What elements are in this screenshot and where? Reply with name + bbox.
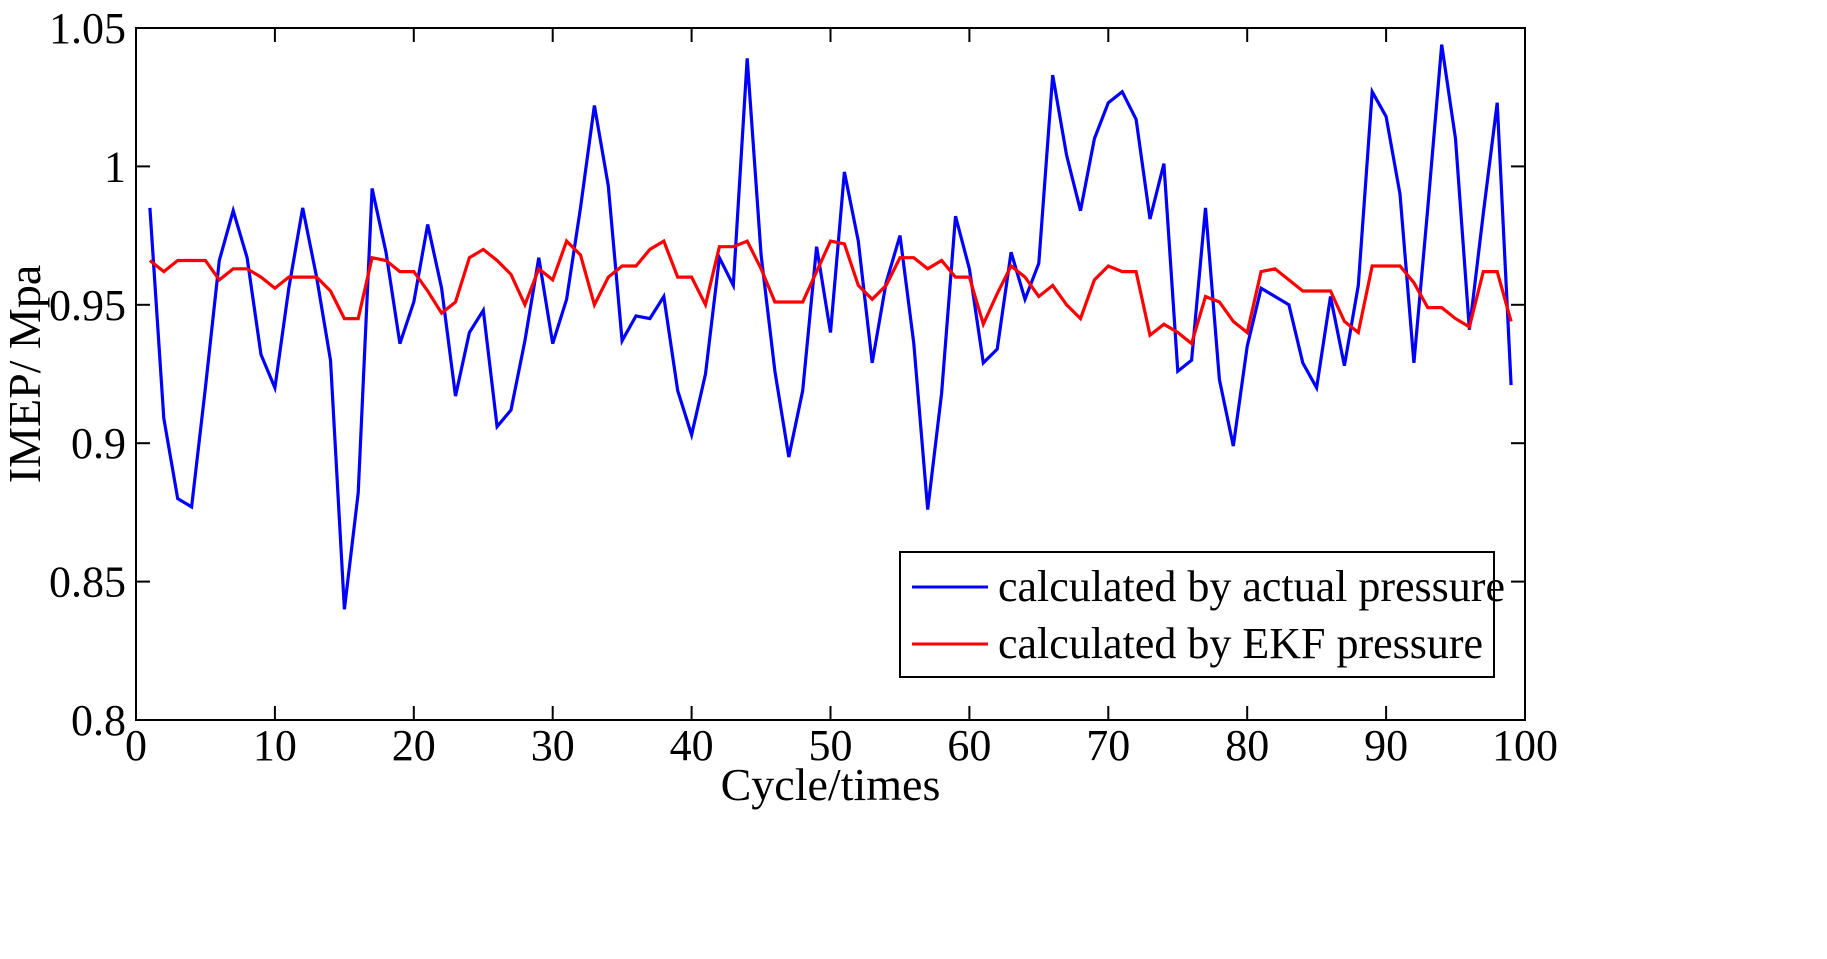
plot-area: [148, 44, 1513, 610]
y-tick-label: 0.8: [71, 696, 126, 745]
y-tick-label: 1.05: [49, 4, 126, 53]
y-tick-label: 0.9: [71, 419, 126, 468]
x-tick-label: 80: [1225, 721, 1269, 770]
x-tick-label: 40: [670, 721, 714, 770]
x-tick-label: 100: [1492, 721, 1558, 770]
x-tick-label: 60: [947, 721, 991, 770]
x-axis-label: Cycle/times: [721, 759, 941, 810]
axis-ticks: 0 10 20 30 40 50 60 70 80 90 100 0.8 0.85 0.9 0.95 1 1.0…: [49, 4, 1558, 770]
y-tick-label: 1: [104, 142, 126, 191]
x-tick-label: 20: [392, 721, 436, 770]
y-tick-label: 0.95: [49, 281, 126, 330]
series-line-ekf-pressure: [148, 238, 1513, 347]
x-tick-label: 10: [253, 721, 297, 770]
y-tick-label: 0.85: [49, 558, 126, 607]
x-tick-label: 0: [125, 721, 147, 770]
legend-box: [899, 551, 1495, 678]
legend-entry-actual-pressure: calculated by actual pressure: [998, 562, 1505, 611]
x-tick-label: 50: [809, 721, 853, 770]
y-axis-label: IMEP/ Mpa: [0, 265, 50, 484]
x-tick-label: 70: [1086, 721, 1130, 770]
legend-entry-ekf-pressure: calculated by EKF pressure: [998, 619, 1483, 668]
legend: calculated by actual pressure calculated…: [899, 551, 1505, 678]
x-tick-label: 30: [531, 721, 575, 770]
x-tick-label: 90: [1364, 721, 1408, 770]
series-line-actual-pressure: [148, 44, 1513, 610]
